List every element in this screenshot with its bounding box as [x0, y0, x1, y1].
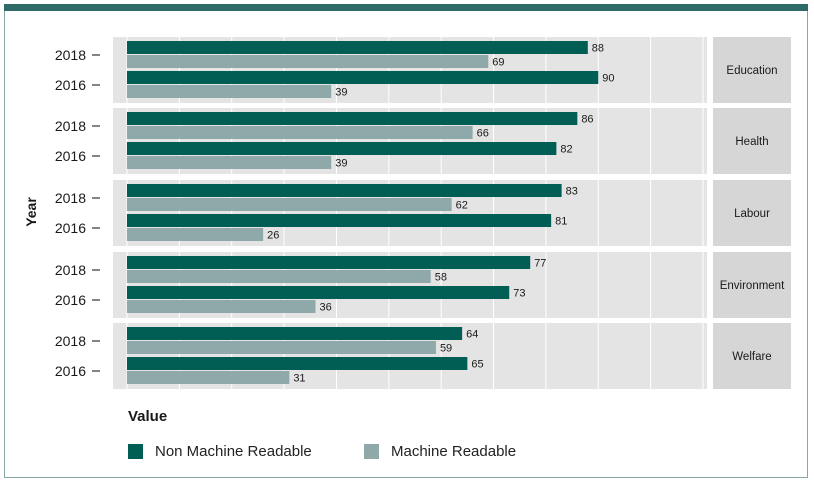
bar-labour-2016-machine-readable — [127, 228, 264, 241]
facet-label-health: Health — [735, 136, 768, 148]
legend-item-machine-readable: Machine Readable — [364, 441, 516, 461]
facet-strip-health — [713, 108, 791, 174]
bar-education-2018-machine-readable — [127, 55, 489, 68]
legend-label-machine-readable: Machine Readable — [391, 442, 517, 460]
bar-health-2018-non-machine-readable — [127, 112, 578, 125]
data-label-education-2018-machine-readable: 69 — [492, 57, 504, 69]
facet-strip-education — [713, 37, 791, 103]
legend-swatch-machine-readable — [364, 443, 379, 459]
data-label-environment-2016-non-machine-readable: 73 — [513, 288, 525, 300]
bar-environment-2018-non-machine-readable — [127, 256, 531, 269]
faceted-bar-chart: Year Education 2018 88 69 2016 90 39 Health 2018 8… — [23, 37, 791, 389]
y-tick-label-health-2018: 2018 — [55, 118, 86, 134]
data-label-health-2018-non-machine-readable: 86 — [581, 114, 593, 126]
y-tick-label-labour-2018: 2018 — [55, 190, 86, 206]
bar-education-2016-non-machine-readable — [127, 71, 599, 84]
data-label-health-2016-machine-readable: 39 — [335, 158, 347, 170]
data-label-labour-2018-machine-readable: 62 — [456, 200, 468, 212]
data-label-welfare-2016-machine-readable: 31 — [293, 373, 305, 385]
facet-strip-welfare — [713, 323, 791, 389]
facet-label-labour: Labour — [734, 208, 770, 220]
bar-labour-2018-non-machine-readable — [127, 184, 562, 197]
legend: Value Non Machine Readable Machine Reada… — [128, 405, 728, 465]
y-tick-label-environment-2016: 2016 — [55, 292, 86, 308]
data-label-labour-2018-non-machine-readable: 83 — [566, 186, 578, 198]
data-label-education-2016-non-machine-readable: 90 — [602, 73, 614, 85]
bar-health-2016-non-machine-readable — [127, 142, 557, 155]
facet-strip-labour — [713, 180, 791, 246]
y-tick-label-welfare-2016: 2016 — [55, 363, 86, 379]
figure-top-accent-bar — [4, 4, 808, 11]
facet-strip-environment — [713, 252, 791, 318]
data-label-environment-2018-machine-readable: 58 — [435, 272, 447, 284]
data-label-health-2016-non-machine-readable: 82 — [560, 144, 572, 156]
facet-label-welfare: Welfare — [732, 351, 771, 363]
bar-education-2016-machine-readable — [127, 85, 332, 98]
data-label-welfare-2018-machine-readable: 59 — [440, 343, 452, 355]
bar-environment-2016-non-machine-readable — [127, 286, 510, 299]
y-axis-title: Year — [23, 197, 39, 227]
facet-label-education: Education — [726, 65, 777, 77]
y-tick-label-education-2018: 2018 — [55, 47, 86, 63]
bar-welfare-2016-machine-readable — [127, 371, 290, 384]
data-label-welfare-2018-non-machine-readable: 64 — [466, 329, 478, 341]
data-label-education-2018-non-machine-readable: 88 — [592, 43, 604, 55]
data-label-welfare-2016-non-machine-readable: 65 — [471, 359, 483, 371]
bar-labour-2016-non-machine-readable — [127, 214, 552, 227]
bar-environment-2018-machine-readable — [127, 270, 431, 283]
data-label-environment-2016-machine-readable: 36 — [320, 302, 332, 314]
bar-education-2018-non-machine-readable — [127, 41, 588, 54]
y-tick-label-welfare-2018: 2018 — [55, 333, 86, 349]
y-tick-label-education-2016: 2016 — [55, 77, 86, 93]
bar-labour-2018-machine-readable — [127, 198, 452, 211]
legend-label-non-machine-readable: Non Machine Readable — [155, 442, 312, 460]
legend-swatch-non-machine-readable — [128, 443, 143, 459]
y-tick-label-environment-2018: 2018 — [55, 262, 86, 278]
data-label-labour-2016-non-machine-readable: 81 — [555, 216, 567, 228]
bar-health-2018-machine-readable — [127, 126, 473, 139]
facet-label-environment: Environment — [720, 280, 785, 292]
bar-health-2016-machine-readable — [127, 156, 332, 169]
y-tick-label-labour-2016: 2016 — [55, 220, 86, 236]
data-label-labour-2016-machine-readable: 26 — [267, 230, 279, 242]
data-label-environment-2018-non-machine-readable: 77 — [534, 258, 546, 270]
y-tick-label-health-2016: 2016 — [55, 148, 86, 164]
data-label-education-2016-machine-readable: 39 — [335, 87, 347, 99]
legend-item-non-machine-readable: Non Machine Readable — [128, 441, 312, 461]
bar-welfare-2016-non-machine-readable — [127, 357, 468, 370]
data-label-health-2018-machine-readable: 66 — [477, 128, 489, 140]
legend-title: Value — [128, 408, 168, 425]
bar-environment-2016-machine-readable — [127, 300, 316, 313]
bar-welfare-2018-machine-readable — [127, 341, 436, 354]
bar-welfare-2018-non-machine-readable — [127, 327, 463, 340]
